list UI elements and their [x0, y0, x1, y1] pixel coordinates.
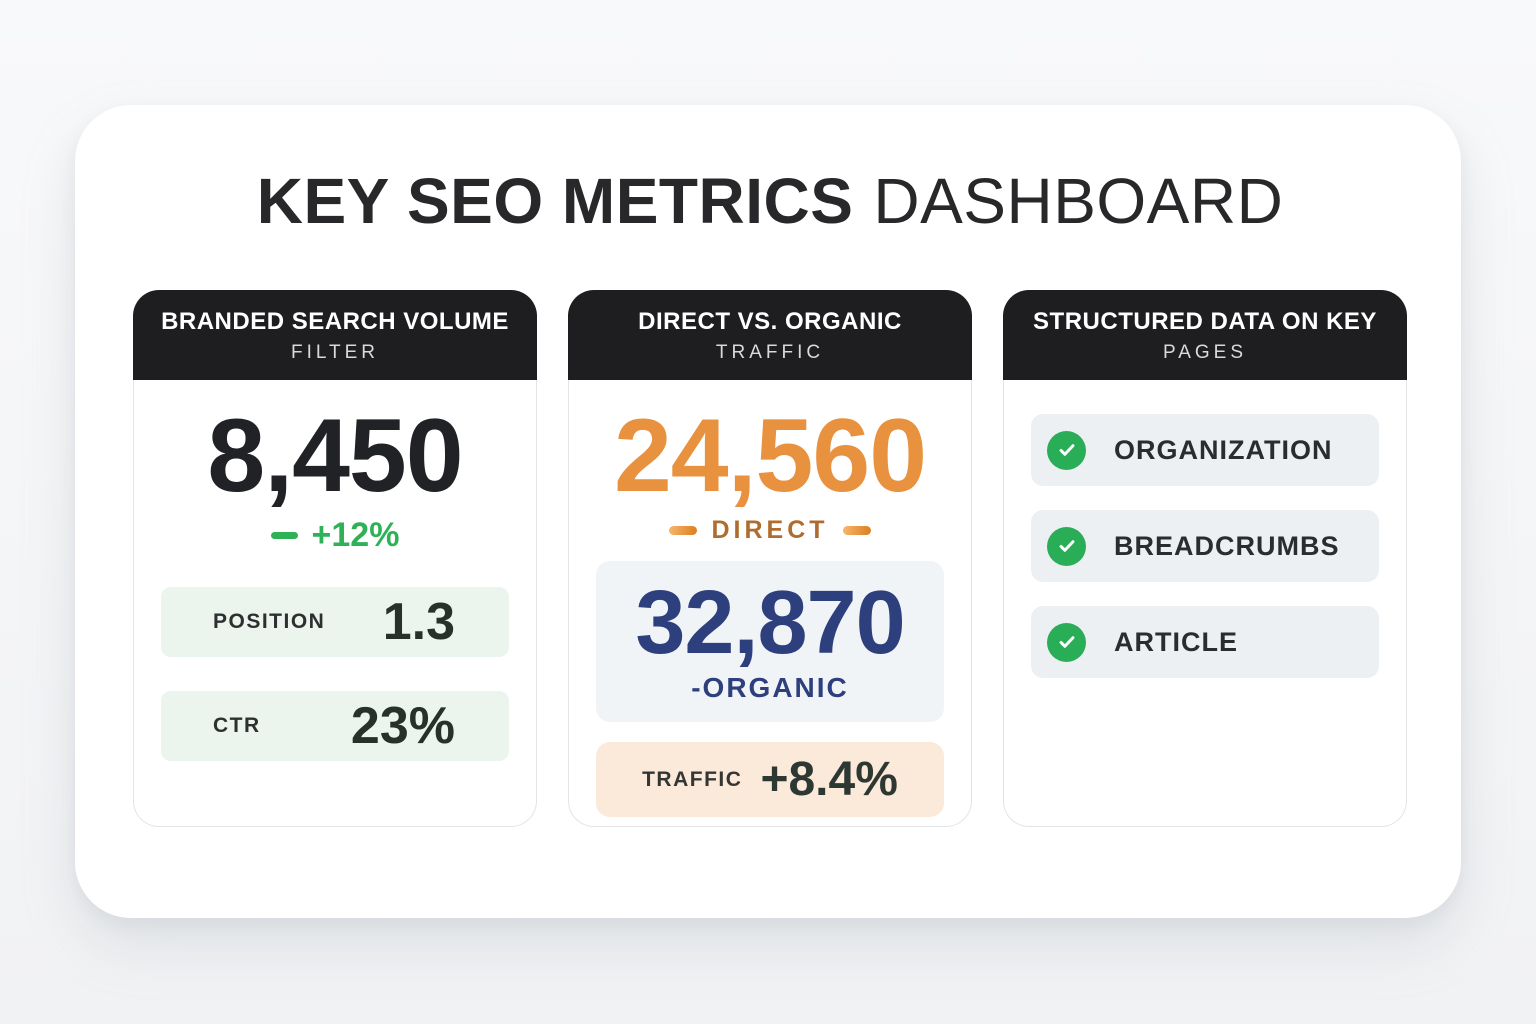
structured-card-header: STRUCTURED DATA ON KEY PAGES: [1003, 290, 1407, 380]
traffic-change-value: +8.4%: [760, 753, 898, 806]
branded-change-value: +12%: [311, 516, 400, 554]
check-icon: [1047, 526, 1086, 566]
structured-card-body: ORGANIZATION BREADCRUMBS ARTICLE: [1003, 380, 1407, 827]
cards-row: BRANDED SEARCH VOLUME FILTER 8,450 +12% …: [133, 290, 1407, 827]
ctr-metric-label: CTR: [213, 714, 261, 737]
structured-card-title: STRUCTURED DATA ON KEY: [1033, 308, 1377, 335]
page-title-light: DASHBOARD: [873, 165, 1284, 237]
dash-icon: [669, 526, 698, 535]
ctr-metric-value: 23%: [350, 697, 455, 755]
branded-card-body: 8,450 +12% POSITION 1.3 CTR 23%: [133, 380, 537, 827]
branded-card-subtitle: FILTER: [290, 342, 380, 363]
traffic-card-subtitle: TRAFFIC: [715, 342, 825, 363]
organic-traffic-value: 32,870: [635, 573, 905, 673]
check-icon: [1047, 430, 1086, 470]
dash-icon: [270, 532, 298, 539]
structured-card-subtitle: PAGES: [1162, 342, 1248, 363]
card-direct-vs-organic: DIRECT VS. ORGANIC TRAFFIC 24,560 DIRECT…: [568, 290, 972, 827]
traffic-card-header: DIRECT VS. ORGANIC TRAFFIC: [568, 290, 972, 380]
direct-traffic-value: 24,560: [613, 398, 927, 514]
structured-item-organization: ORGANIZATION: [1031, 414, 1379, 486]
card-branded-search-volume: BRANDED SEARCH VOLUME FILTER 8,450 +12% …: [133, 290, 537, 827]
page-title: KEY SEO METRICS DASHBOARD: [133, 167, 1407, 235]
structured-item-label: ARTICLE: [1114, 626, 1238, 657]
dashboard-panel: KEY SEO METRICS DASHBOARD BRANDED SEARCH…: [75, 105, 1461, 918]
structured-item-label: BREADCRUMBS: [1114, 530, 1340, 561]
traffic-change-label: TRAFFIC: [642, 767, 743, 791]
branded-search-volume-value: 8,450: [207, 398, 463, 514]
dash-icon: [842, 526, 871, 535]
structured-item-breadcrumbs: BREADCRUMBS: [1031, 510, 1379, 582]
position-metric-label: POSITION: [213, 610, 326, 633]
ctr-metric-row: CTR 23%: [161, 691, 509, 761]
page-title-strong: KEY SEO METRICS: [256, 165, 854, 237]
organic-traffic-panel: 32,870 -ORGANIC: [596, 561, 944, 722]
direct-label: DIRECT: [711, 516, 829, 544]
organic-label: -ORGANIC: [691, 672, 849, 703]
traffic-card-body: 24,560 DIRECT 32,870 -ORGANIC TRAFFIC +8…: [568, 380, 972, 827]
position-metric-value: 1.3: [382, 593, 455, 651]
structured-item-article: ARTICLE: [1031, 606, 1379, 678]
branded-change-line: +12%: [270, 516, 400, 555]
traffic-card-title: DIRECT VS. ORGANIC: [638, 308, 902, 335]
card-structured-data: STRUCTURED DATA ON KEY PAGES ORGANIZATIO…: [1003, 290, 1407, 827]
structured-item-label: ORGANIZATION: [1114, 434, 1333, 465]
direct-label-line: DIRECT: [669, 516, 871, 545]
check-icon: [1047, 622, 1086, 662]
traffic-change-row: TRAFFIC +8.4%: [596, 742, 944, 817]
branded-card-title: BRANDED SEARCH VOLUME: [161, 308, 509, 335]
branded-card-header: BRANDED SEARCH VOLUME FILTER: [133, 290, 537, 380]
position-metric-row: POSITION 1.3: [161, 587, 509, 657]
